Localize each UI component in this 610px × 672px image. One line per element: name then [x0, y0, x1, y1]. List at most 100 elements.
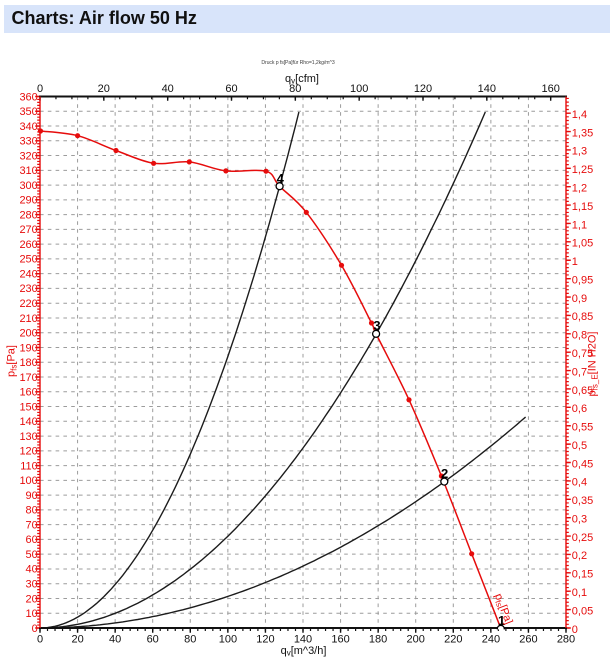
- svg-text:80: 80: [289, 83, 301, 95]
- svg-text:320: 320: [19, 150, 37, 162]
- svg-text:360: 360: [19, 91, 37, 103]
- svg-text:0,05: 0,05: [572, 605, 593, 617]
- svg-text:2: 2: [441, 466, 448, 481]
- svg-text:350: 350: [19, 106, 37, 118]
- svg-text:0: 0: [37, 83, 43, 95]
- svg-text:3: 3: [373, 318, 380, 333]
- svg-text:210: 210: [19, 313, 37, 325]
- svg-text:0: 0: [37, 634, 43, 646]
- svg-text:0,15: 0,15: [572, 569, 593, 581]
- svg-text:240: 240: [19, 269, 37, 281]
- svg-text:160: 160: [331, 634, 349, 646]
- svg-text:70: 70: [26, 520, 38, 532]
- svg-text:40: 40: [26, 564, 38, 576]
- svg-text:190: 190: [19, 342, 37, 354]
- svg-text:qv[m^3/h]: qv[m^3/h]: [281, 645, 327, 658]
- svg-text:310: 310: [19, 165, 37, 177]
- svg-text:170: 170: [19, 372, 37, 384]
- svg-text:0,7: 0,7: [572, 366, 587, 378]
- svg-text:0,85: 0,85: [572, 311, 593, 323]
- svg-text:20: 20: [26, 593, 38, 605]
- svg-text:50: 50: [26, 549, 38, 561]
- svg-text:280: 280: [557, 634, 575, 646]
- svg-text:220: 220: [19, 298, 37, 310]
- svg-text:qv[cfm]: qv[cfm]: [285, 73, 319, 86]
- svg-text:0,45: 0,45: [572, 458, 593, 470]
- svg-text:120: 120: [19, 446, 37, 458]
- svg-text:100: 100: [350, 83, 368, 95]
- svg-text:160: 160: [542, 83, 560, 95]
- svg-text:0,65: 0,65: [572, 385, 593, 397]
- svg-text:250: 250: [19, 254, 37, 266]
- svg-text:300: 300: [19, 180, 37, 192]
- svg-text:110: 110: [20, 460, 38, 472]
- svg-text:80: 80: [184, 634, 196, 646]
- svg-text:0,55: 0,55: [572, 422, 593, 434]
- svg-text:0,1: 0,1: [572, 587, 587, 599]
- svg-text:230: 230: [19, 283, 37, 295]
- svg-text:120: 120: [256, 634, 274, 646]
- svg-text:1,3: 1,3: [572, 146, 587, 158]
- svg-text:200: 200: [407, 634, 425, 646]
- svg-text:1,05: 1,05: [572, 238, 593, 250]
- svg-text:220: 220: [444, 634, 462, 646]
- svg-text:0,3: 0,3: [572, 514, 587, 526]
- svg-text:340: 340: [19, 121, 37, 133]
- svg-text:150: 150: [19, 401, 37, 413]
- svg-text:0,5: 0,5: [572, 440, 587, 452]
- svg-text:140: 140: [294, 634, 312, 646]
- svg-text:4: 4: [277, 171, 285, 186]
- svg-text:1,4: 1,4: [572, 109, 587, 121]
- svg-text:330: 330: [19, 136, 37, 148]
- svg-text:270: 270: [19, 224, 37, 236]
- svg-text:0,35: 0,35: [572, 495, 593, 507]
- svg-text:1,1: 1,1: [572, 219, 587, 231]
- svg-text:290: 290: [19, 195, 37, 207]
- svg-text:240: 240: [482, 634, 500, 646]
- svg-text:40: 40: [109, 634, 121, 646]
- svg-text:0,2: 0,2: [572, 550, 587, 562]
- svg-text:60: 60: [225, 83, 237, 95]
- svg-text:0: 0: [572, 624, 578, 636]
- svg-text:40: 40: [162, 83, 174, 95]
- svg-text:0,95: 0,95: [572, 274, 593, 286]
- svg-text:60: 60: [147, 634, 159, 646]
- svg-text:80: 80: [26, 505, 38, 517]
- svg-text:1,2: 1,2: [572, 183, 587, 195]
- svg-text:0,4: 0,4: [572, 477, 587, 489]
- svg-text:30: 30: [26, 579, 38, 591]
- svg-text:Druck p fs[Pa]für Rho=1,2kg/m^: Druck p fs[Pa]für Rho=1,2kg/m^3: [261, 60, 335, 66]
- svg-text:100: 100: [19, 475, 37, 487]
- svg-text:0,9: 0,9: [572, 293, 587, 305]
- svg-text:180: 180: [19, 357, 37, 369]
- svg-text:160: 160: [19, 387, 37, 399]
- svg-text:140: 140: [19, 416, 37, 428]
- svg-text:pfs[Pa]: pfs[Pa]: [6, 345, 19, 377]
- svg-text:20: 20: [71, 634, 83, 646]
- svg-text:130: 130: [19, 431, 37, 443]
- svg-text:120: 120: [414, 83, 432, 95]
- svg-text:0,75: 0,75: [572, 348, 593, 360]
- svg-text:0,25: 0,25: [572, 532, 593, 544]
- svg-text:pfs[Pa]: pfs[Pa]: [491, 592, 515, 626]
- svg-text:200: 200: [19, 328, 37, 340]
- svg-text:60: 60: [26, 534, 38, 546]
- svg-text:90: 90: [26, 490, 38, 502]
- svg-text:0: 0: [32, 623, 38, 635]
- svg-text:100: 100: [219, 634, 237, 646]
- svg-text:180: 180: [369, 634, 387, 646]
- svg-text:20: 20: [98, 83, 110, 95]
- svg-text:0,8: 0,8: [572, 330, 587, 342]
- svg-text:pfs_E[IN H2O]: pfs_E[IN H2O]: [587, 332, 600, 397]
- svg-text:1: 1: [572, 256, 578, 268]
- svg-text:0,6: 0,6: [572, 403, 587, 415]
- svg-text:1,25: 1,25: [572, 164, 593, 176]
- svg-text:260: 260: [519, 634, 537, 646]
- svg-text:260: 260: [19, 239, 37, 251]
- svg-text:1: 1: [498, 613, 505, 628]
- svg-text:1,15: 1,15: [572, 201, 593, 213]
- svg-text:10: 10: [26, 608, 38, 620]
- svg-text:140: 140: [478, 83, 496, 95]
- svg-text:280: 280: [19, 209, 37, 221]
- svg-text:1,35: 1,35: [572, 127, 593, 139]
